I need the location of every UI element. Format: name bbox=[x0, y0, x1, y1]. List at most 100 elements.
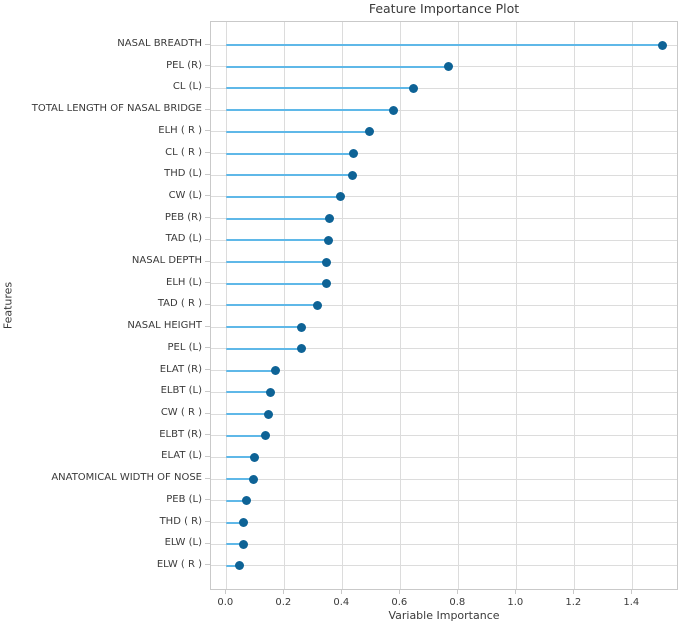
y-gridline bbox=[211, 87, 677, 89]
x-tick-label: 1.2 bbox=[565, 597, 582, 608]
y-gridline bbox=[211, 196, 677, 198]
lollipop-marker bbox=[242, 496, 252, 506]
x-tick-mark bbox=[341, 590, 343, 594]
y-tick-mark bbox=[205, 86, 210, 88]
lollipop-stem bbox=[226, 174, 353, 177]
category-label: ELW ( R ) bbox=[156, 558, 202, 570]
lollipop-stem bbox=[226, 130, 370, 133]
lollipop-stem bbox=[226, 413, 269, 416]
category-label: ELBT (R) bbox=[159, 428, 202, 440]
y-tick-mark bbox=[205, 152, 210, 154]
category-label: ELBT (L) bbox=[160, 385, 202, 397]
lollipop-stem bbox=[226, 326, 302, 329]
lollipop-marker bbox=[321, 279, 331, 289]
x-axis-label: Variable Importance bbox=[388, 609, 500, 622]
category-label: CL ( R ) bbox=[165, 146, 202, 158]
plot-area bbox=[210, 21, 678, 590]
y-gridline bbox=[211, 261, 677, 263]
category-label: ELAT (L) bbox=[161, 450, 202, 462]
lollipop-stem bbox=[226, 456, 255, 459]
x-tick-label: 0.4 bbox=[333, 597, 350, 608]
x-tick-label: 0.8 bbox=[449, 597, 466, 608]
category-label: ELW (L) bbox=[164, 537, 202, 549]
x-tick-label: 1.0 bbox=[507, 597, 524, 608]
category-label: PEL (R) bbox=[166, 59, 202, 71]
y-gridline bbox=[211, 543, 677, 545]
lollipop-stem bbox=[226, 217, 330, 220]
y-tick-mark bbox=[205, 325, 210, 327]
category-label: PEL (L) bbox=[167, 341, 202, 353]
lollipop-marker bbox=[388, 105, 398, 115]
y-tick-mark bbox=[205, 173, 210, 175]
lollipop-stem bbox=[226, 282, 327, 285]
y-tick-mark bbox=[205, 65, 210, 67]
lollipop-stem bbox=[226, 195, 341, 198]
category-label: TAD (L) bbox=[165, 233, 202, 245]
lollipop-marker bbox=[296, 344, 306, 354]
lollipop-stem bbox=[226, 65, 449, 68]
y-gridline bbox=[211, 283, 677, 285]
lollipop-stem bbox=[226, 369, 276, 372]
lollipop-marker bbox=[658, 40, 668, 50]
y-gridline bbox=[211, 522, 677, 524]
y-gridline bbox=[211, 109, 677, 111]
lollipop-marker bbox=[348, 170, 358, 180]
y-gridline bbox=[211, 348, 677, 350]
lollipop-marker bbox=[248, 474, 258, 484]
y-gridline bbox=[211, 565, 677, 567]
lollipop-marker bbox=[365, 127, 375, 137]
lollipop-stem bbox=[226, 152, 354, 155]
y-tick-mark bbox=[205, 542, 210, 544]
lollipop-marker bbox=[271, 366, 281, 376]
y-gridline bbox=[211, 435, 677, 437]
lollipop-marker bbox=[239, 539, 249, 549]
lollipop-marker bbox=[313, 300, 323, 310]
y-tick-mark bbox=[205, 347, 210, 349]
y-tick-mark bbox=[205, 412, 210, 414]
lollipop-marker bbox=[335, 192, 345, 202]
x-tick-label: 1.4 bbox=[623, 597, 640, 608]
y-gridline bbox=[211, 131, 677, 133]
category-label: TOTAL LENGTH OF NASAL BRIDGE bbox=[31, 103, 202, 115]
y-tick-mark bbox=[205, 564, 210, 566]
lollipop-marker bbox=[265, 387, 275, 397]
x-tick-label: 0.2 bbox=[275, 597, 292, 608]
x-tick-mark bbox=[457, 590, 459, 594]
lollipop-stem bbox=[226, 391, 271, 394]
x-tick-mark bbox=[399, 590, 401, 594]
y-tick-mark bbox=[205, 434, 210, 436]
category-label: TAD ( R ) bbox=[157, 298, 202, 310]
y-tick-mark bbox=[205, 108, 210, 110]
y-tick-mark bbox=[205, 303, 210, 305]
y-tick-mark bbox=[205, 43, 210, 45]
lollipop-marker bbox=[297, 322, 307, 332]
category-label: ELAT (R) bbox=[159, 363, 202, 375]
y-gridline bbox=[211, 500, 677, 502]
y-tick-mark bbox=[205, 499, 210, 501]
lollipop-stem bbox=[226, 499, 247, 502]
lollipop-stem bbox=[226, 521, 244, 524]
lollipop-stem bbox=[226, 304, 318, 307]
x-tick-mark bbox=[225, 590, 227, 594]
category-label: NASAL HEIGHT bbox=[127, 320, 202, 332]
lollipop-stem bbox=[226, 109, 394, 112]
x-tick-mark bbox=[573, 590, 575, 594]
lollipop-stem bbox=[226, 44, 663, 46]
y-tick-mark bbox=[205, 238, 210, 240]
category-label: CW ( R ) bbox=[160, 407, 202, 419]
category-label: NASAL BREADTH bbox=[117, 38, 202, 49]
lollipop-marker bbox=[250, 452, 260, 462]
lollipop-stem bbox=[226, 543, 244, 546]
lollipop-stem bbox=[226, 87, 414, 90]
x-tick-label: 0.0 bbox=[217, 597, 234, 608]
lollipop-marker bbox=[322, 257, 332, 267]
lollipop-stem bbox=[226, 564, 240, 567]
lollipop-stem bbox=[226, 478, 254, 481]
y-gridline bbox=[211, 218, 677, 220]
y-gridline bbox=[211, 391, 677, 393]
lollipop-stem bbox=[226, 239, 329, 242]
category-label: ELH ( R ) bbox=[158, 124, 202, 136]
category-label: NASAL DEPTH bbox=[131, 255, 202, 267]
x-tick-mark bbox=[283, 590, 285, 594]
